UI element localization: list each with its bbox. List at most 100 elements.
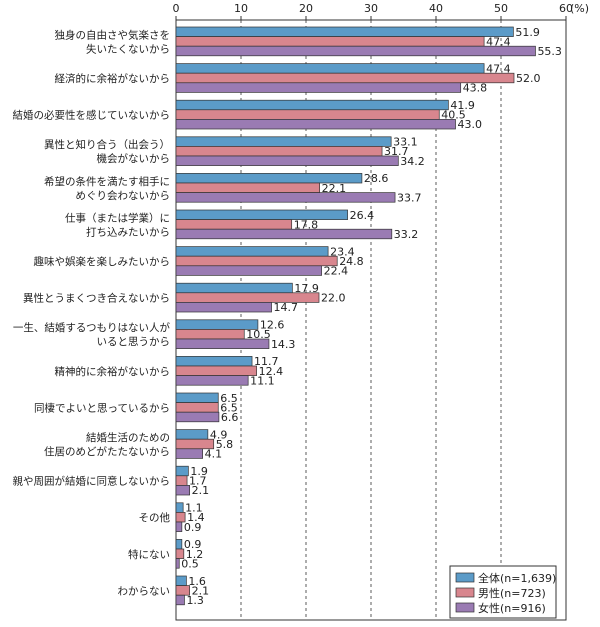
category-label: 異性と知り合う（出会う） [44,138,170,151]
bar [175,246,329,257]
data-label: 4.9 [210,428,228,441]
data-label: 11.7 [254,355,278,368]
category-label: 希望の条件を満たす相手に [44,175,170,188]
data-label: 14.3 [271,338,296,351]
bar [175,26,514,37]
category-label: 同棲でよいと思っているから [34,401,170,414]
category-labels: 独身の自由さや気楽さを失いたくないから経済的に余裕がないから結婚の必要性を感じて… [13,28,171,597]
bar [175,502,184,513]
bar [175,136,392,147]
data-label: 1.2 [186,548,204,561]
bar [175,575,187,586]
legend-label: 男性(n=723) [478,586,546,600]
x-tick-label: 40 [429,2,443,15]
data-label: 12.6 [260,319,285,332]
bar [175,375,249,386]
data-label: 33.1 [393,136,418,149]
x-tick-label: 10 [234,2,248,15]
data-label: 23.4 [330,245,355,258]
category-label: 失いたくないから [86,42,170,55]
x-axis-unit: (%) [570,2,589,15]
data-label: 41.9 [450,99,475,112]
bar [175,429,209,440]
data-label: 22.0 [321,292,346,305]
data-label: 52.0 [516,72,541,85]
category-label: いると思うから [97,336,171,348]
data-label: 47.4 [486,62,511,75]
data-label: 51.9 [515,26,540,39]
data-label: 2.1 [192,484,210,497]
data-label: 31.7 [384,145,409,158]
category-label: めぐり会わないから [76,189,171,202]
data-label: 26.4 [350,209,375,222]
x-tick-label: 30 [364,2,378,15]
bar [175,411,220,423]
data-label: 17.9 [294,282,319,295]
data-label: 1.7 [189,475,207,488]
bar [175,548,185,559]
data-label: 1.9 [190,465,208,478]
bar [175,119,456,130]
bar [175,82,462,93]
data-label: 14.7 [274,301,299,314]
x-axis-ticks: 0 10 20 30 40 50 60(%) [173,2,589,20]
bar [175,209,348,220]
bar [175,36,485,47]
legend-label: 女性(n=916) [478,601,546,615]
bar [175,521,183,532]
category-label: 仕事（または学業）に [65,211,170,224]
bar [175,282,293,294]
data-label: 43.0 [458,118,483,131]
data-label: 0.5 [181,557,199,570]
x-tick-label: 50 [494,2,508,15]
bar [175,356,253,367]
data-label: 6.5 [220,392,238,405]
data-label: 28.6 [364,172,389,185]
legend: 全体(n=1,639)男性(n=723)女性(n=916) [449,565,557,619]
bar [175,45,536,57]
data-label: 6.5 [220,401,238,414]
data-label: 5.8 [216,438,234,451]
bar [175,475,188,486]
data-label: 0.9 [184,521,202,534]
legend-label: 全体(n=1,639) [478,571,556,585]
bar [175,402,219,413]
category-label: 機会がないから [97,152,171,165]
category-label: 趣味や娯楽を楽しみたいから [34,255,171,268]
bar [175,182,320,193]
legend-swatch [455,587,475,598]
category-label: 異性とうまくつき合えないから [23,292,170,305]
x-tick-label: 60 [559,2,573,15]
x-tick-label: 20 [299,2,313,15]
category-label: 特にない [128,549,170,561]
data-label: 22.1 [322,182,347,195]
data-label: 12.4 [259,365,284,378]
data-label: 17.8 [294,218,319,231]
data-label: 0.9 [184,538,202,551]
data-label: 10.5 [246,328,271,341]
category-label: 経済的に余裕がないから [55,72,171,85]
category-label: 結婚生活のための [86,431,170,444]
data-label: 11.1 [250,374,275,387]
data-label: 33.7 [397,191,422,204]
bar [175,594,185,606]
bar [175,329,245,340]
data-label: 40.5 [441,109,466,122]
x-tick-label: 0 [173,2,180,15]
bar [175,219,293,230]
bar [175,255,338,267]
bar [175,228,393,240]
category-label: 一生、結婚するつもりはない人が [13,321,171,334]
bar [175,302,272,313]
bar [175,465,189,477]
category-label: わからない [118,585,171,597]
bar [175,448,203,459]
data-label: 22.4 [324,265,349,278]
data-label: 1.1 [185,502,203,515]
data-label: 34.2 [400,155,425,168]
bar [175,99,449,111]
data-label: 1.6 [188,575,206,588]
data-label: 1.4 [187,511,205,524]
bar [175,265,322,276]
